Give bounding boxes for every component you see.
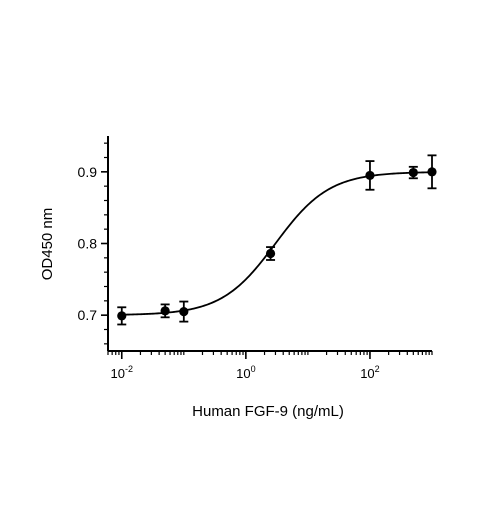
data-point <box>160 303 170 319</box>
y-axis-title: OD450 nm <box>39 208 56 281</box>
point-marker <box>365 170 375 181</box>
point-marker <box>160 306 170 316</box>
point-marker <box>427 167 437 177</box>
x-axis-title: Human FGF-9 (ng/mL) <box>192 403 344 420</box>
fit-curve <box>121 171 433 316</box>
data-point <box>265 246 276 261</box>
data-point <box>179 300 189 323</box>
data-point <box>365 160 375 191</box>
y-tick-label: 0.8 <box>78 236 98 252</box>
y-tick-label: 0.9 <box>78 164 98 180</box>
fit-curve-layer <box>121 171 433 316</box>
data-point <box>117 306 127 326</box>
point-marker <box>265 248 276 259</box>
data-point <box>427 154 437 190</box>
data-point <box>408 165 418 180</box>
x-tick-label: 100 <box>236 364 255 381</box>
x-tick-label: 10-2 <box>111 364 133 381</box>
x-tick-label: 102 <box>360 364 379 381</box>
axes: 0.7 0.8 0.9 10-2 100 102 <box>78 136 433 381</box>
point-marker <box>117 311 127 321</box>
data-points-layer <box>117 154 437 326</box>
y-tick-label: 0.7 <box>78 307 98 323</box>
point-marker <box>408 167 418 178</box>
point-marker <box>179 306 189 317</box>
